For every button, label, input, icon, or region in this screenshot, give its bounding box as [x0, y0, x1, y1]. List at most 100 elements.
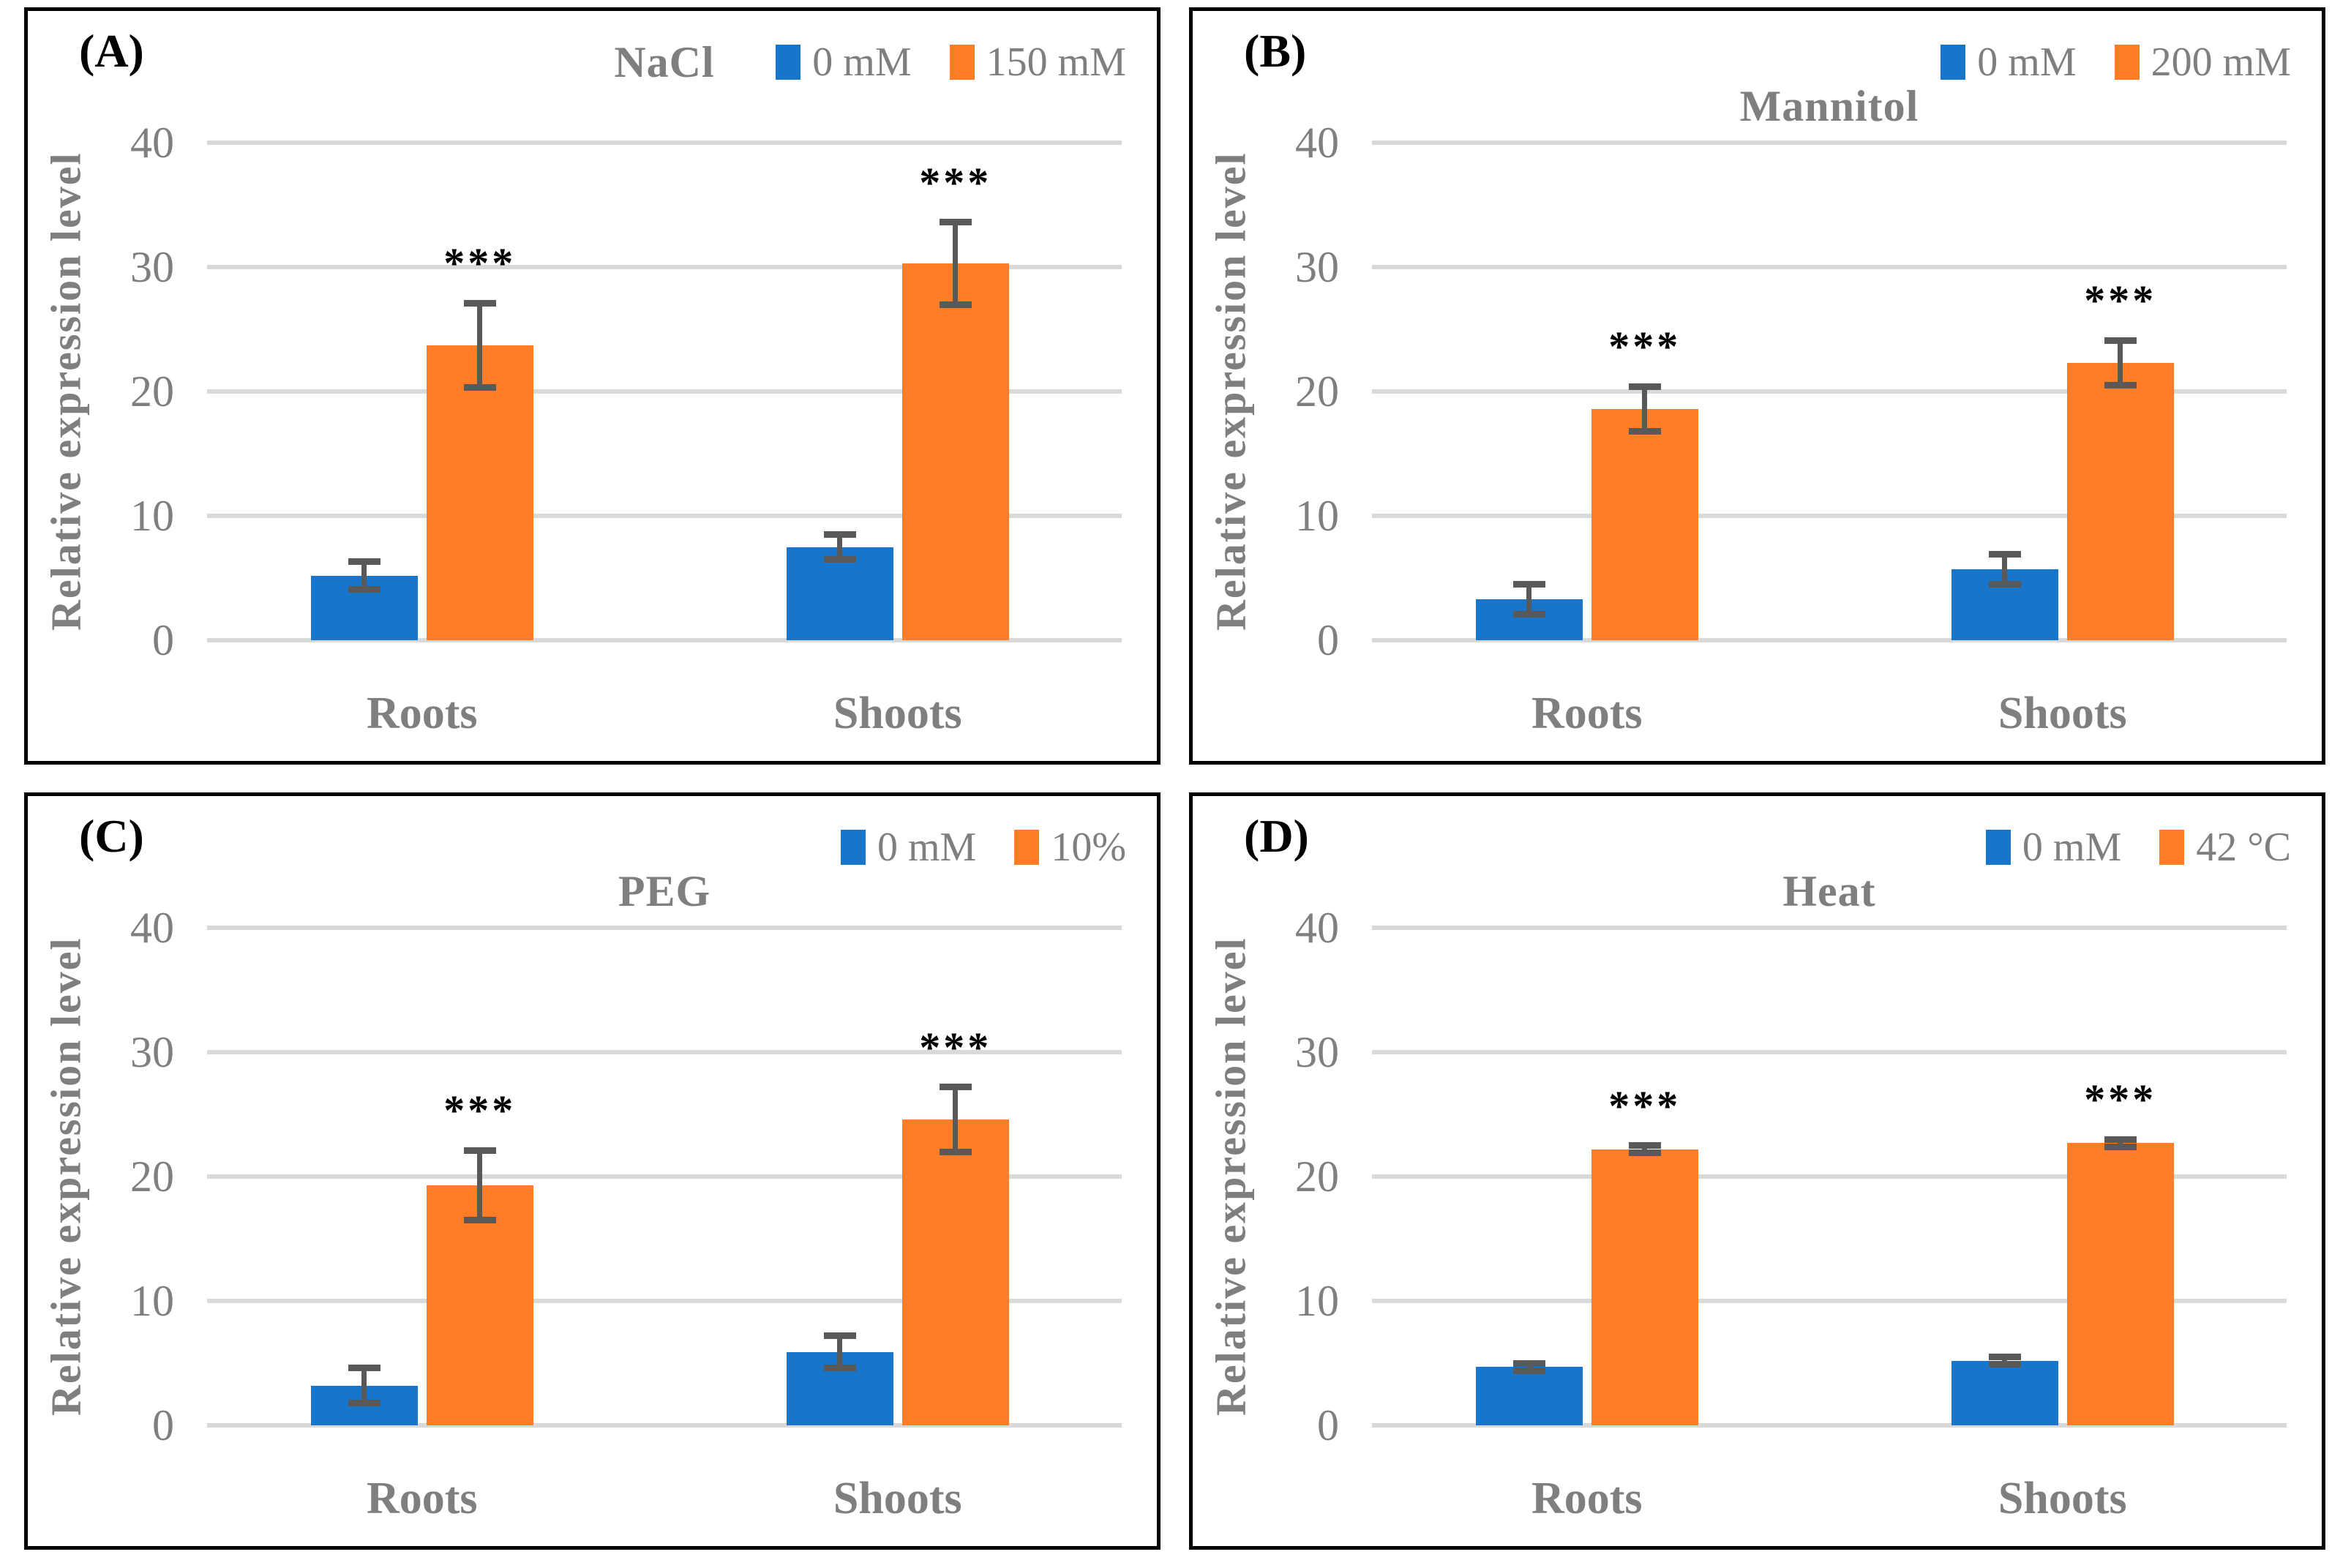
legend-label-control: 0 mM [812, 40, 912, 85]
error-bar-cap [463, 384, 496, 391]
gridline-10 [207, 1299, 1122, 1303]
error-bar [837, 1335, 843, 1368]
legend-b: 0 mM 200 mM [1941, 39, 2291, 86]
error-bar-cap [1512, 610, 1545, 618]
legend-item-control: 0 mM [1985, 824, 2121, 871]
y-tick-40: 40 [1295, 904, 1339, 952]
y-tick-0: 0 [152, 616, 174, 664]
y-tick-40: 40 [130, 904, 174, 952]
error-bar-cap [1628, 1149, 1661, 1157]
significance-stars: *** [919, 1023, 992, 1071]
error-bar-cap [463, 1147, 496, 1154]
error-bar-cap [1988, 1354, 2021, 1360]
error-bar [2118, 340, 2123, 386]
gridline-20 [1372, 389, 2287, 394]
y-tick-0: 0 [1317, 1401, 1339, 1449]
y-tick-30: 30 [130, 243, 174, 291]
legend-label-treatment: 42 °C [2196, 825, 2291, 870]
error-bar-cap [939, 1148, 972, 1155]
significance-stars: *** [919, 158, 992, 206]
error-bar-cap [939, 1084, 972, 1091]
category-label-shoots: Shoots [1998, 689, 2127, 738]
error-bar-cap [463, 299, 496, 307]
y-tick-20: 20 [1295, 1152, 1339, 1201]
y-tick-10: 10 [1295, 492, 1339, 540]
treatment-swatch-icon [2114, 45, 2140, 80]
error-bar [953, 1087, 959, 1152]
treatment-swatch-icon [949, 45, 975, 80]
significance-stars: *** [443, 239, 517, 288]
plot-area-a: *** *** [207, 140, 1122, 642]
error-bar [953, 222, 959, 304]
gridline-20 [1372, 1174, 2287, 1179]
error-bar-cap [2104, 1136, 2137, 1143]
error-bar-cap [1628, 1142, 1661, 1149]
category-label-roots: Roots [366, 1474, 478, 1523]
gridline-40 [207, 926, 1122, 930]
control-swatch-icon [1985, 830, 2011, 865]
bar-control-roots [1475, 1367, 1583, 1425]
error-bar [1526, 1363, 1532, 1371]
category-label-roots: Roots [1531, 1474, 1643, 1523]
panel-b-mannitol: (B) Mannitol 0 mM 200 mM Relative expres… [1189, 7, 2325, 765]
gridline-20 [207, 1174, 1122, 1179]
gridline-40 [1372, 926, 2287, 930]
error-bar-cap [2104, 382, 2137, 389]
error-bar [477, 303, 483, 388]
error-bar [477, 1150, 483, 1220]
y-tick-0: 0 [152, 1401, 174, 1449]
error-bar [361, 561, 367, 590]
bar-treatment-shoots [2066, 362, 2174, 640]
significance-stars: *** [1608, 323, 1681, 371]
bar-treatment-shoots [901, 263, 1009, 640]
error-bar-cap [463, 1217, 496, 1223]
y-tick-20: 20 [130, 1152, 174, 1201]
bar-treatment-shoots [901, 1119, 1009, 1425]
treatment-swatch-icon [1014, 830, 1040, 865]
significance-stars: *** [443, 1087, 517, 1135]
legend-item-control: 0 mM [840, 824, 976, 871]
bar-treatment-roots [426, 345, 533, 640]
bar-treatment-roots [426, 1185, 533, 1425]
error-bar [361, 1368, 367, 1403]
error-bar-cap [1988, 581, 2021, 588]
category-label-shoots: Shoots [833, 1474, 962, 1523]
chart-title-heat: Heat [1782, 867, 1876, 915]
y-tick-10: 10 [130, 492, 174, 540]
error-bar-cap [348, 1365, 380, 1372]
legend-a: 0 mM 150 mM [776, 39, 1126, 86]
gridline-30 [207, 1050, 1122, 1054]
error-bar [1642, 386, 1648, 432]
category-label-roots: Roots [1531, 689, 1643, 738]
error-bar-cap [348, 585, 380, 593]
error-bar [2118, 1139, 2123, 1147]
chart-title-mannitol: Mannitol [1739, 82, 1919, 130]
legend-item-treatment: 150 mM [949, 39, 1126, 86]
y-tick-20: 20 [1295, 367, 1339, 416]
legend-c: 0 mM 10% [840, 824, 1126, 871]
error-bar-cap [939, 301, 972, 308]
error-bar-cap [1988, 551, 2021, 558]
gridline-0 [207, 638, 1122, 642]
legend-item-treatment: 200 mM [2114, 39, 2291, 86]
legend-item-treatment: 10% [1014, 824, 1126, 871]
gridline-0 [1372, 638, 2287, 642]
plot-area-b: *** *** [1372, 140, 2287, 642]
gridline-10 [1372, 1299, 2287, 1303]
error-bar-cap [1988, 1361, 2021, 1368]
error-bar-cap [823, 1332, 856, 1340]
error-bar-cap [1512, 581, 1545, 588]
y-tick-20: 20 [130, 367, 174, 416]
error-bar [837, 534, 843, 560]
gridline-40 [1372, 140, 2287, 145]
control-swatch-icon [840, 830, 866, 865]
legend-label-treatment: 150 mM [986, 40, 1126, 85]
bar-treatment-shoots [2066, 1143, 2174, 1425]
bar-treatment-roots [1591, 408, 1698, 640]
significance-stars: *** [2084, 277, 2157, 325]
significance-stars: *** [2084, 1076, 2157, 1123]
chart-title-peg: PEG [618, 867, 711, 915]
error-bar-cap [348, 558, 380, 566]
error-bar-cap [939, 219, 972, 226]
y-tick-30: 30 [1295, 1028, 1339, 1076]
